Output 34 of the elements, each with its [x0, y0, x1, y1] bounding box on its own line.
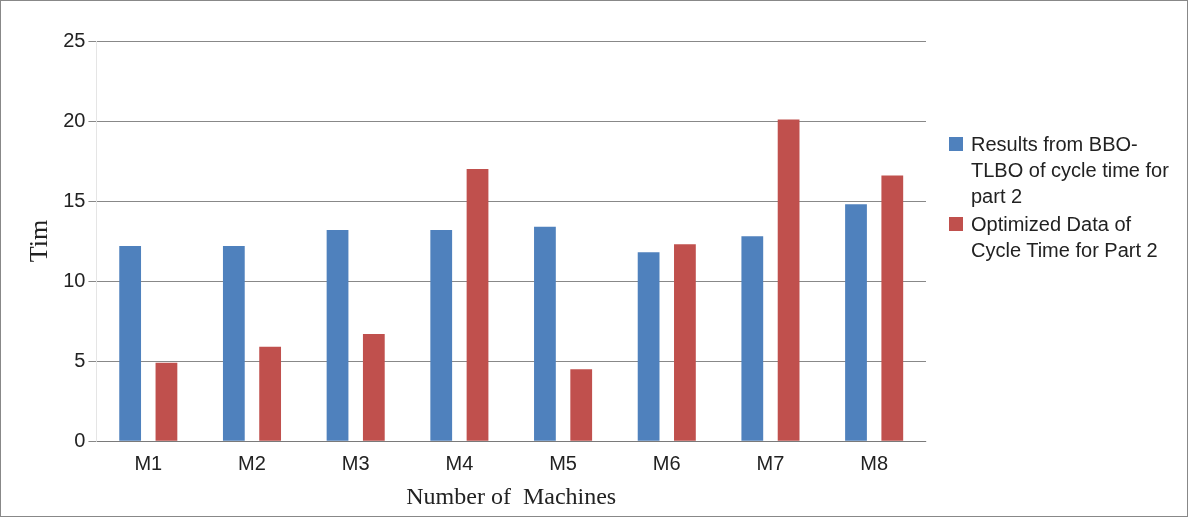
bar — [741, 236, 764, 441]
x-tick-label: M5 — [549, 451, 577, 474]
x-tick-label: M7 — [756, 451, 785, 474]
y-tick-label: 25 — [63, 28, 86, 51]
y-tick-label: 20 — [63, 108, 86, 131]
bar — [362, 333, 385, 441]
bar — [466, 169, 489, 441]
bar — [637, 252, 660, 441]
bar — [534, 226, 556, 441]
x-tick-label: M3 — [341, 451, 370, 474]
legend-label: Results from BBO-TLBO of cycle time for part 2 — [971, 132, 1170, 209]
legend-label: Optimized Data of Cycle Time for Part 2 — [971, 212, 1159, 263]
bar — [259, 346, 282, 441]
x-tick-label: M4 — [445, 451, 474, 474]
x-tick-label: M1 — [134, 451, 163, 474]
bar — [326, 229, 349, 441]
x-tick-label: M8 — [860, 451, 889, 474]
bar — [430, 229, 453, 441]
y-tick-label: 10 — [63, 268, 86, 291]
bar — [845, 204, 867, 441]
y-tick-label: 0 — [74, 428, 86, 451]
bar — [155, 362, 178, 441]
bar — [119, 245, 142, 441]
bar — [570, 369, 593, 441]
y-tick-label: 15 — [63, 188, 86, 211]
bar — [881, 175, 904, 441]
x-tick-label: M6 — [652, 451, 681, 474]
y-tick-label: 5 — [74, 348, 86, 371]
y-axis-title: Tim — [24, 219, 54, 263]
bar — [222, 245, 245, 441]
bar — [777, 119, 800, 441]
x-tick-label: M2 — [238, 451, 266, 474]
bar — [674, 244, 696, 441]
x-axis-title: Number of Machines — [406, 482, 617, 509]
